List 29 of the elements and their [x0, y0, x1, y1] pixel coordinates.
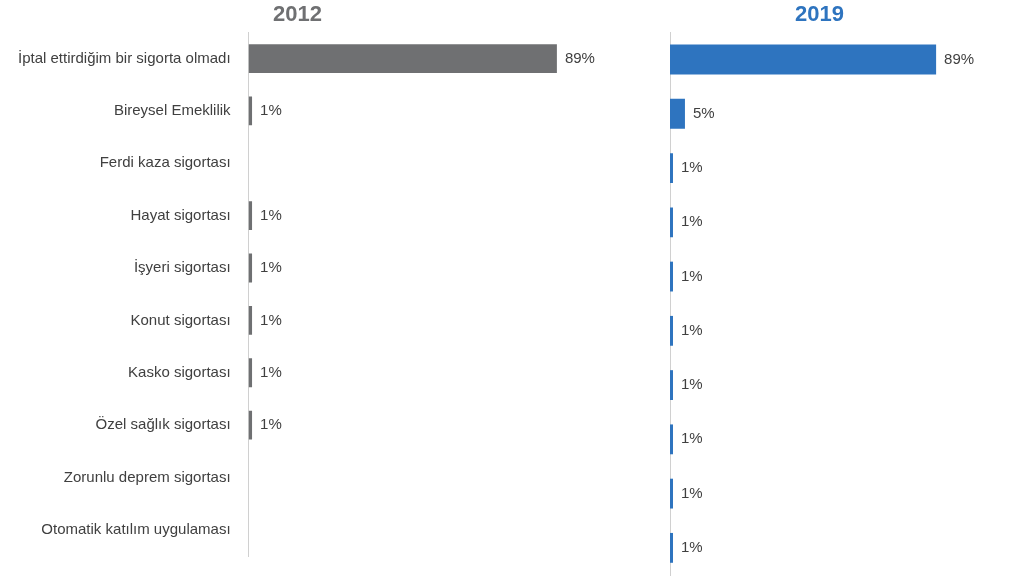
data-label: 5% — [692, 103, 715, 121]
data-label: 1% — [680, 212, 703, 230]
data-label: 1% — [680, 158, 703, 176]
y-tick-label: İşyeri sigortası — [133, 258, 231, 276]
data-label: 89% — [944, 49, 975, 67]
data-label: 1% — [260, 362, 282, 380]
data-label: 1% — [680, 429, 703, 447]
y-tick-label: Özel sağlık sigortası — [95, 415, 231, 433]
data-label: 1% — [680, 320, 703, 338]
data-label: 1% — [680, 266, 703, 284]
y-tick-label: Kasko sigortası — [128, 362, 231, 380]
data-label: 1% — [260, 101, 282, 119]
chart-title: 2019 — [795, 1, 844, 27]
y-tick-label: Zorunlu deprem sigortası — [63, 467, 231, 485]
data-label: 1% — [260, 310, 282, 328]
data-label: 1% — [680, 375, 703, 393]
data-label: 1% — [680, 483, 703, 501]
y-tick-label: Ferdi kaza sigortası — [99, 153, 231, 171]
chart-title: 2012 — [273, 1, 322, 27]
data-label: 89% — [564, 48, 595, 66]
y-tick-label: Hayat sigortası — [130, 205, 231, 223]
data-label: 1% — [260, 205, 282, 223]
y-tick-label: Konut sigortası — [130, 310, 231, 328]
data-label: 1% — [260, 258, 282, 276]
y-tick-label: Bireysel Emeklilik — [113, 101, 232, 119]
data-label: 1% — [260, 415, 282, 433]
y-tick-label: İptal ettirdiğim bir sigorta olmadı — [17, 48, 231, 66]
y-tick-label: Otomatik katılım uygulaması — [41, 519, 231, 537]
data-label: 1% — [680, 538, 703, 556]
